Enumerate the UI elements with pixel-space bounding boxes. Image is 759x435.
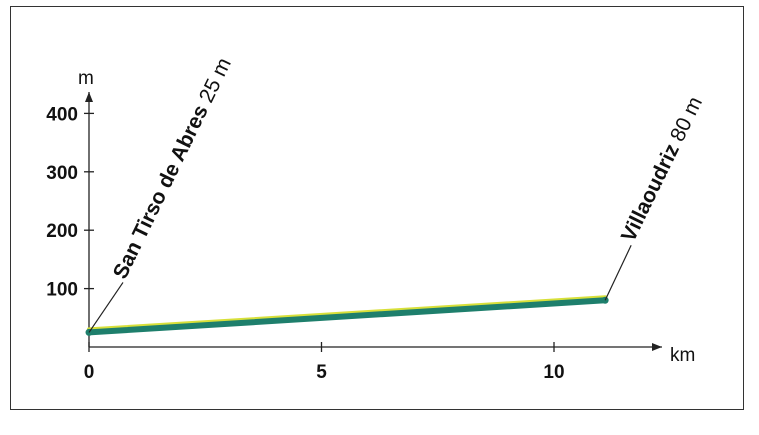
- place-altitude: 80 m: [666, 93, 707, 145]
- annotation-leader: [604, 245, 632, 301]
- x-axis-unit: km: [670, 345, 695, 366]
- profile-series: [85, 295, 609, 336]
- y-tick-label: 100: [46, 280, 78, 301]
- y-axis-unit: m: [78, 68, 94, 89]
- annotation-leader: [88, 282, 124, 333]
- tick-labels: km m 0 5 10 100 200 300 400: [46, 68, 695, 383]
- y-tick-label: 400: [46, 104, 78, 125]
- x-axis-arrow: [652, 343, 662, 351]
- annotation-label: San Tirso de Abres 25 m: [109, 54, 236, 282]
- y-tick-label: 200: [46, 221, 78, 242]
- profile-line: [86, 297, 609, 336]
- y-axis-arrow: [85, 92, 93, 102]
- x-tick-label: 0: [84, 362, 95, 383]
- chart-frame: [10, 6, 744, 410]
- place-name: Villaoudriz: [617, 135, 687, 245]
- x-tick-label: 10: [543, 362, 564, 383]
- y-tick-label: 300: [46, 163, 78, 184]
- annotation-label: Villaoudriz 80 m: [617, 93, 707, 245]
- place-altitude: 25 m: [195, 54, 236, 106]
- annotations: San Tirso de Abres 25 m Villaoudriz 80 m: [88, 54, 707, 333]
- x-tick-label: 5: [316, 362, 327, 383]
- axes: [84, 92, 662, 352]
- place-name: San Tirso de Abres: [109, 96, 216, 282]
